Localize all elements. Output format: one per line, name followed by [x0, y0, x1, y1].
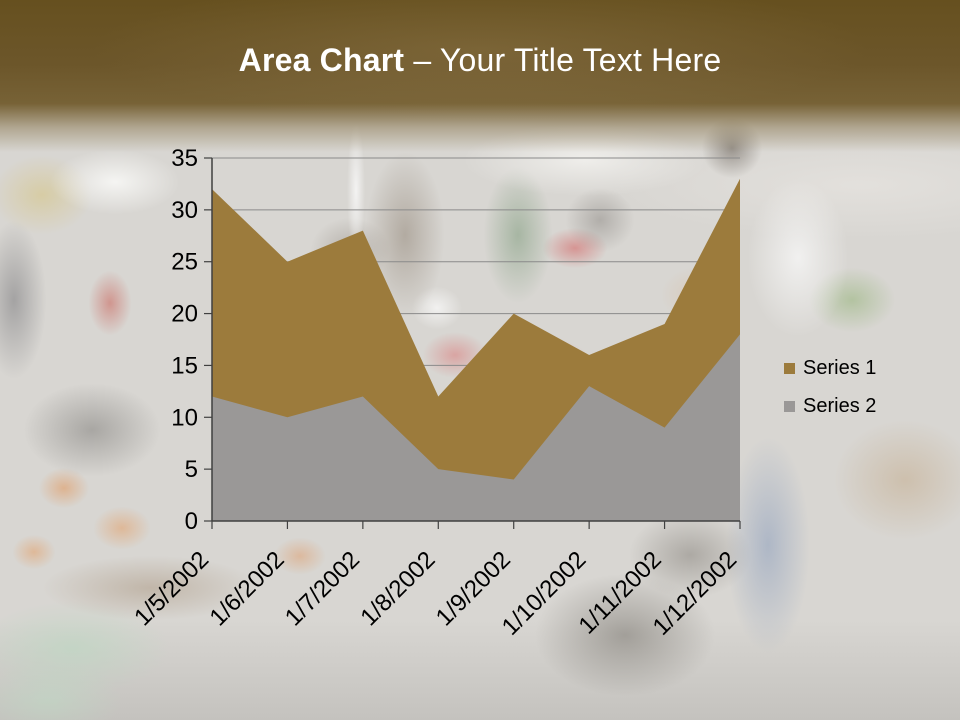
chart-legend: Series 1 Series 2	[784, 357, 876, 418]
x-tick-label: 1/5/2002	[129, 546, 214, 631]
slide-title: Area Chart – Your Title Text Here	[0, 42, 960, 79]
y-tick-label: 10	[171, 404, 198, 431]
legend-item-series-1: Series 1	[784, 357, 876, 380]
y-tick-label: 15	[171, 352, 198, 379]
legend-swatch-series-1	[784, 363, 795, 374]
legend-swatch-series-2	[784, 401, 795, 412]
legend-label-series-1: Series 1	[803, 357, 877, 379]
y-tick-label: 25	[171, 249, 198, 276]
x-tick-label: 1/6/2002	[205, 546, 290, 631]
y-tick-label: 30	[171, 197, 198, 224]
y-tick-label: 5	[185, 456, 198, 483]
slide-title-rest: Your Title Text Here	[439, 42, 722, 78]
y-tick-label: 20	[171, 301, 198, 328]
legend-label-series-2: Series 2	[803, 395, 877, 417]
slide-title-separator: –	[404, 42, 440, 78]
y-tick-label: 35	[171, 145, 198, 172]
area-series-2	[212, 334, 740, 521]
slide-title-bold: Area Chart	[238, 42, 405, 78]
x-tick-label: 1/8/2002	[355, 546, 440, 631]
y-tick-label: 0	[185, 508, 198, 535]
title-banner	[0, 0, 960, 152]
legend-item-series-2: Series 2	[784, 395, 876, 418]
x-tick-label: 1/7/2002	[280, 546, 365, 631]
